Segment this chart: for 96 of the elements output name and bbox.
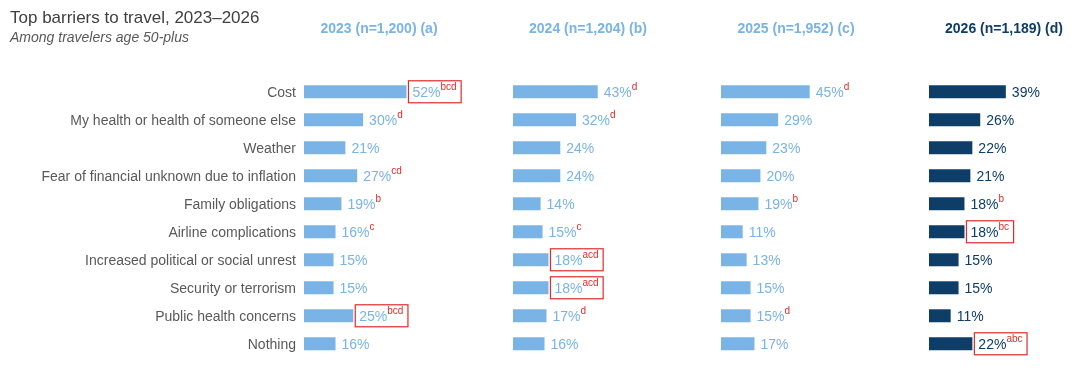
chart-title: 2024 (n=1,204) (b) — [528, 20, 648, 38]
y-tick-label: My health or health of someone else — [70, 111, 297, 128]
bar — [929, 253, 959, 267]
data-label: 15% — [339, 279, 368, 296]
data-label: 52%$^{bcd}$ — [412, 80, 457, 100]
data-label: 15% — [756, 279, 785, 296]
bar — [304, 281, 334, 295]
data-label: 19%$^{b}$ — [347, 192, 382, 212]
text: Top barriers to travel, 2023–2026 — [10, 8, 260, 28]
y-tick-label: Airline complications — [168, 223, 296, 240]
data-label: 24% — [566, 139, 595, 156]
data-label: 32%$^{d}$ — [582, 108, 616, 128]
data-label: 18%$^{acd}$ — [554, 276, 599, 296]
bar — [304, 337, 336, 351]
bar — [513, 225, 543, 239]
bar — [513, 85, 598, 99]
data-label: 21% — [976, 167, 1005, 184]
y-tick-label: Fear of financial unknown due to inflation — [41, 167, 296, 184]
y-tick-label: Increased political or social unrest — [85, 251, 297, 268]
bar — [929, 169, 971, 183]
bar — [304, 169, 358, 183]
data-label: 11% — [956, 307, 984, 324]
bar — [304, 309, 354, 323]
bar — [513, 337, 545, 351]
data-label: 15%$^{d}$ — [756, 304, 791, 324]
data-label: 15% — [964, 251, 993, 268]
bar — [513, 169, 561, 183]
data-label: 25%$^{bcd}$ — [359, 304, 404, 324]
data-label: 20% — [766, 167, 795, 184]
bar — [721, 197, 759, 211]
data-label: 16% — [341, 335, 370, 352]
bar — [513, 281, 549, 295]
data-label: 15% — [339, 251, 368, 268]
bar — [721, 85, 810, 99]
bar — [304, 113, 364, 127]
data-label: 15%$^{c}$ — [548, 220, 582, 240]
data-label: 22% — [978, 139, 1007, 156]
data-label: 21% — [351, 139, 380, 156]
bar — [929, 309, 951, 323]
bar — [929, 113, 981, 127]
y-tick-label: Family obligations — [183, 195, 296, 212]
bar — [721, 113, 779, 127]
data-label: 23% — [772, 139, 801, 156]
bar — [304, 85, 407, 99]
data-label: 13% — [752, 251, 781, 268]
data-label: 16% — [550, 335, 579, 352]
data-label: 22%$^{abc}$ — [978, 332, 1023, 352]
data-label: 18%$^{acd}$ — [554, 248, 599, 268]
data-label: 18%$^{bc}$ — [970, 220, 1010, 240]
data-label: 17%$^{d}$ — [552, 304, 587, 324]
chart-title: 2026 (n=1,189) (d) — [944, 20, 1064, 38]
bar — [304, 253, 334, 267]
bar — [929, 225, 965, 239]
chart-title: 2023 (n=1,200) (a) — [319, 20, 439, 38]
data-label: 11% — [748, 223, 776, 240]
data-label: 29% — [784, 111, 813, 128]
data-label: 39% — [1011, 83, 1040, 100]
text: Among travelers age 50-plus — [10, 29, 189, 45]
chart-title: 2025 (n=1,952) (c) — [736, 20, 856, 38]
bar — [929, 197, 965, 211]
y-tick-label: Nothing — [247, 335, 296, 352]
y-tick-label: Cost — [267, 83, 297, 100]
bar — [929, 337, 973, 351]
bar — [513, 197, 541, 211]
bar — [721, 309, 751, 323]
bar — [721, 337, 755, 351]
bar — [721, 225, 743, 239]
bar — [721, 169, 761, 183]
data-label: 45%$^{d}$ — [815, 80, 850, 100]
bar — [929, 141, 973, 155]
y-tick-label: Weather — [243, 139, 297, 156]
data-label: 18%$^{b}$ — [970, 192, 1005, 212]
bar — [721, 253, 747, 267]
data-label: 26% — [986, 111, 1015, 128]
data-label: 19%$^{b}$ — [764, 192, 799, 212]
bar — [929, 281, 959, 295]
y-tick-label: Public health concerns — [155, 307, 296, 324]
data-label: 17% — [760, 335, 789, 352]
data-label: 30%$^{d}$ — [369, 108, 403, 128]
data-label: 16%$^{c}$ — [341, 220, 375, 240]
bar — [304, 141, 346, 155]
bar — [513, 309, 547, 323]
data-label: 27%$^{cd}$ — [363, 164, 402, 184]
bar — [929, 85, 1006, 99]
y-tick-label: Security or terrorism — [169, 279, 296, 296]
data-label: 24% — [566, 167, 595, 184]
data-label: 14% — [546, 195, 575, 212]
bar — [721, 141, 767, 155]
bar — [513, 253, 549, 267]
bar — [513, 141, 561, 155]
data-label: 15% — [964, 279, 993, 296]
data-label: 43%$^{d}$ — [603, 80, 638, 100]
bar — [513, 113, 577, 127]
bar — [304, 225, 336, 239]
bar — [304, 197, 342, 211]
bar — [721, 281, 751, 295]
